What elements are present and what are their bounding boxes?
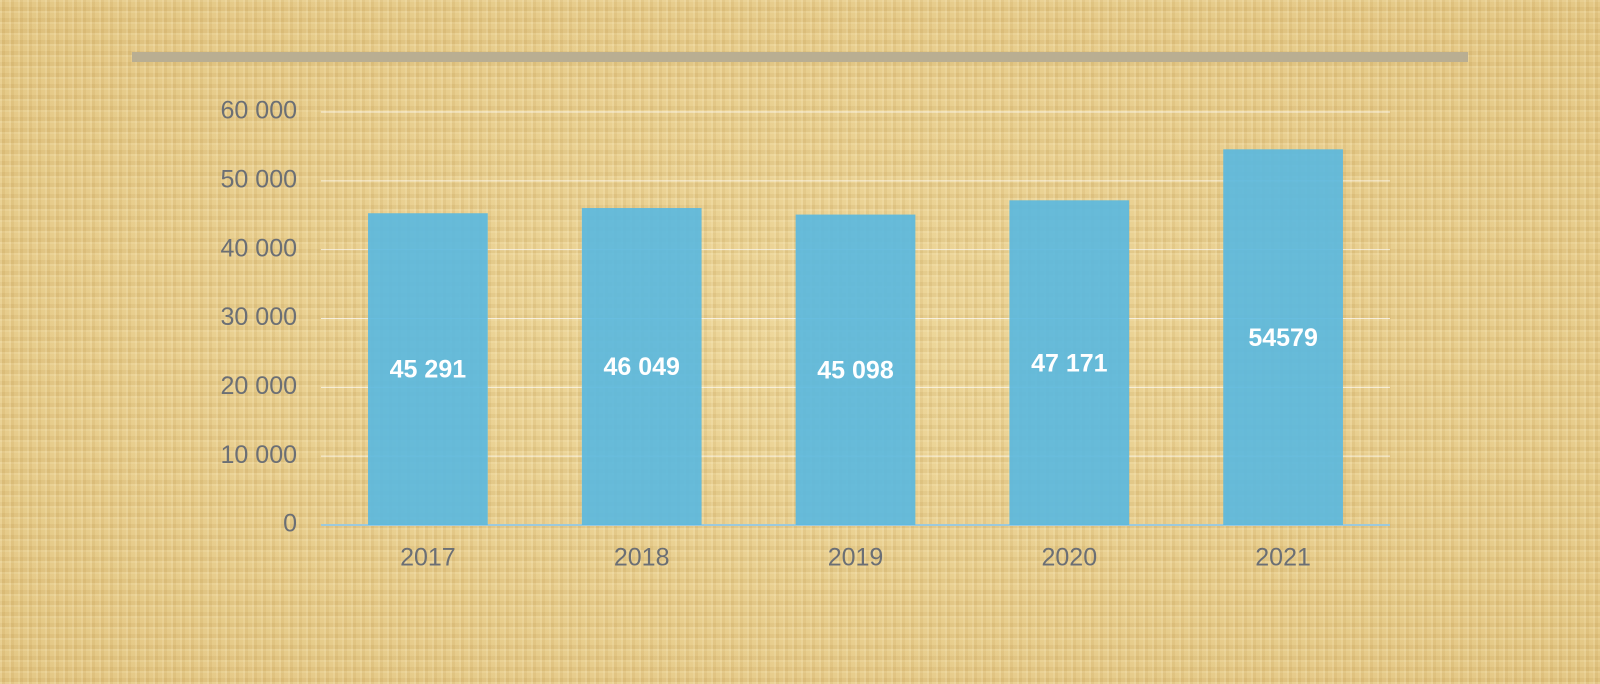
y-tick-label: 10 000 [221,441,297,469]
bar [368,213,488,525]
x-tick-label: 2018 [614,544,670,572]
x-tick-label: 2021 [1255,544,1311,572]
bar [795,214,916,525]
value-label: 45 291 [390,356,467,384]
x-tick-label: 2019 [828,544,884,572]
y-tick-label: 0 [283,510,297,538]
x-tick-label: 2017 [400,544,456,572]
bar [1223,149,1343,525]
y-tick-label: 20 000 [221,372,297,400]
y-tick-label: 60 000 [221,97,297,125]
value-label: 47 171 [1031,349,1108,377]
value-label: 54579 [1248,324,1318,352]
y-tick-label: 30 000 [221,303,297,331]
x-tick-label: 2020 [1041,544,1097,572]
header-bar [132,52,1468,62]
value-label: 46 049 [603,353,679,381]
y-tick-label: 40 000 [221,234,297,262]
y-tick-label: 50 000 [221,165,297,193]
bar [1009,200,1130,526]
value-label: 45 098 [817,356,894,384]
bar [581,208,702,525]
